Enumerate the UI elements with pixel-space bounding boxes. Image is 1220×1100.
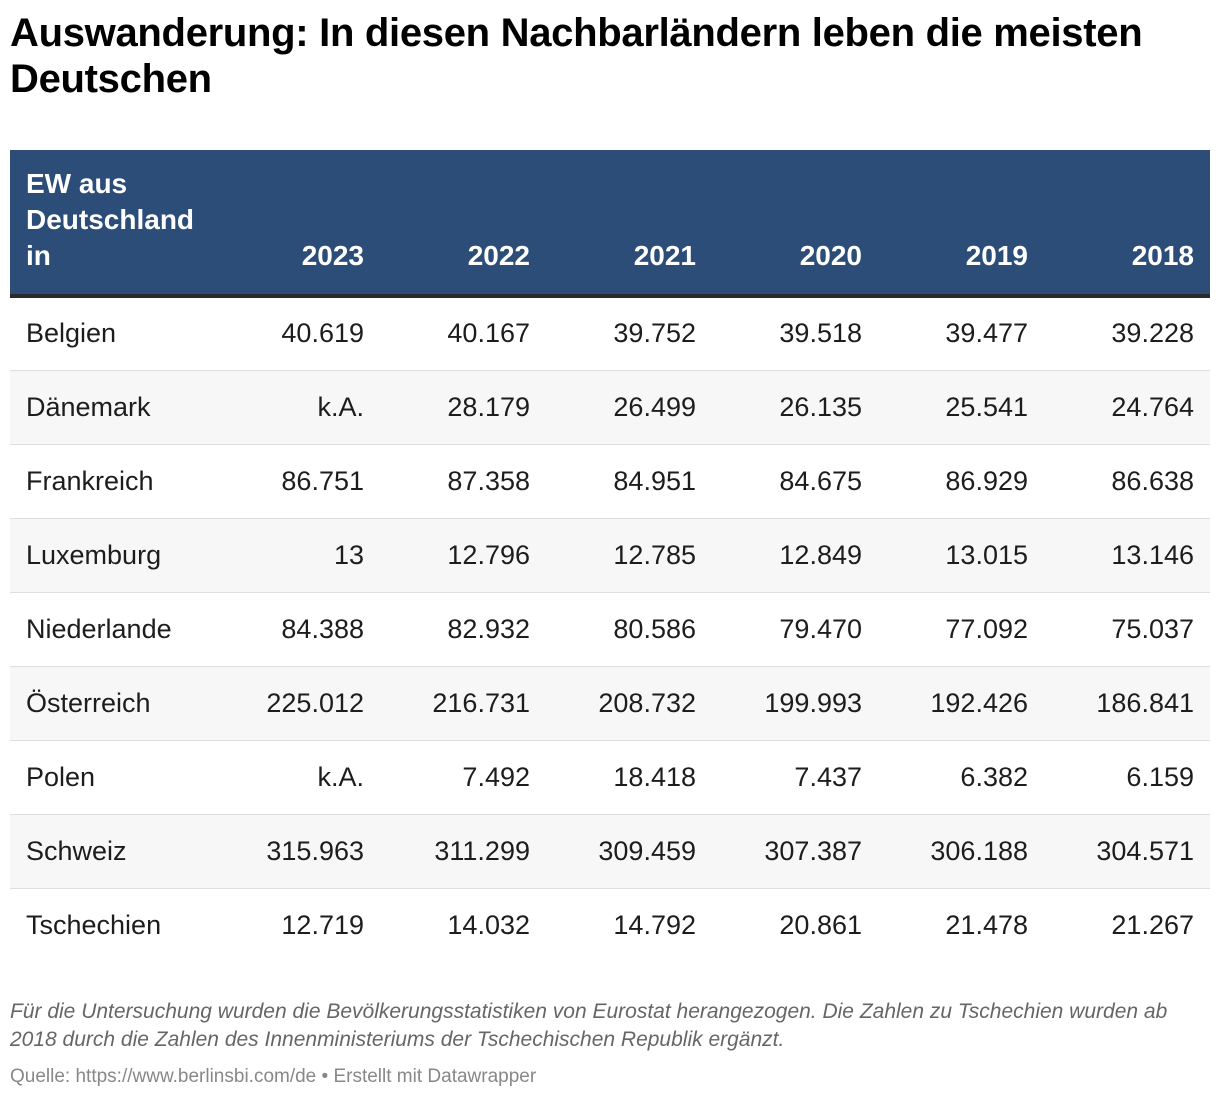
table-row: Niederlande 84.388 82.932 80.586 79.470 77.09… (10, 592, 1210, 667)
value-cell: 208.732 (546, 666, 712, 741)
value-cell: 12.719 (281, 909, 364, 940)
value-cell: 6.382 (878, 740, 1044, 815)
chart-title: Auswanderung: In diesen Nachbarländern l… (10, 11, 1143, 101)
source-line: Quelle: https://www.berlinsbi.com/de • E… (10, 1066, 537, 1087)
value-cell: 26.135 (712, 370, 878, 445)
table-row: Belgien 40.619 40.167 39.752 39.518 39.477 39.… (10, 296, 1210, 371)
value-cell: 307.387 (712, 814, 878, 889)
value-cell: 18.418 (546, 740, 712, 815)
header-row: EW aus Deutschland in 2023 2022 2021 2020 201… (10, 150, 1210, 298)
column-header-year: 2022 (380, 150, 546, 298)
value-cell: 12.849 (712, 518, 878, 593)
value-cell: 6.159 (1044, 740, 1210, 815)
country-cell: Niederlande (10, 592, 215, 667)
value-cell: 21.267 (1111, 909, 1194, 940)
column-header-year: 2018 (1044, 150, 1210, 298)
value-cell: 40.619 (215, 296, 380, 371)
value-cell: 84.951 (546, 444, 712, 519)
value-cell: 309.459 (546, 814, 712, 889)
country-cell: Luxemburg (10, 518, 215, 593)
value-cell: 199.993 (712, 666, 878, 741)
footnote: Für die Untersuchung wurden die Bevölker… (10, 1000, 1168, 1051)
value-cell: 39.228 (1044, 296, 1210, 371)
value-cell: 86.929 (878, 444, 1044, 519)
value-cell: 304.571 (1044, 814, 1210, 889)
value-cell: 86.638 (1044, 444, 1210, 519)
column-header-year: 2021 (546, 150, 712, 298)
table-row: Polen k.A. 7.492 18.418 7.437 6.382 6.159 (10, 740, 1210, 815)
value-cell: 26.499 (546, 370, 712, 445)
country-cell: Tschechien (26, 909, 162, 940)
value-cell: 39.518 (712, 296, 878, 371)
country-cell: Polen (10, 740, 215, 815)
table-row: Tschechien 12.719 14.032 14.792 20.861 21.478… (10, 888, 1210, 962)
country-cell: Frankreich (10, 444, 215, 519)
table-row: Dänemark k.A. 28.179 26.499 26.135 25.541 24.7… (10, 370, 1210, 445)
table-body: Belgien 40.619 40.167 39.752 39.518 39.477 39.… (10, 296, 1210, 962)
table-row: Österreich 225.012 216.731 208.732 199.993 19… (10, 666, 1210, 741)
value-cell: 40.167 (380, 296, 546, 371)
value-cell: 14.792 (613, 909, 696, 940)
value-cell: 315.963 (215, 814, 380, 889)
value-cell: 28.179 (380, 370, 546, 445)
value-cell: 21.478 (945, 909, 1028, 940)
value-cell: 192.426 (878, 666, 1044, 741)
country-cell: Belgien (10, 296, 215, 371)
value-cell: 84.388 (215, 592, 380, 667)
value-cell: 80.586 (546, 592, 712, 667)
value-cell: 39.752 (546, 296, 712, 371)
table-header: EW aus Deutschland in 2023 2022 2021 2020 201… (10, 150, 1210, 298)
value-cell: 75.037 (1044, 592, 1210, 667)
value-cell: 12.785 (546, 518, 712, 593)
value-cell: 39.477 (878, 296, 1044, 371)
column-header-country: EW aus Deutschland in (10, 150, 215, 298)
column-header-year: 2019 (878, 150, 1044, 298)
table-row: Schweiz 315.963 311.299 309.459 307.387 306.1… (10, 814, 1210, 889)
value-cell: 12.796 (380, 518, 546, 593)
value-cell: 24.764 (1044, 370, 1210, 445)
country-cell: Österreich (10, 666, 215, 741)
value-cell: k.A. (215, 740, 380, 815)
value-cell: 225.012 (215, 666, 380, 741)
value-cell: 216.731 (380, 666, 546, 741)
value-cell: 311.299 (380, 814, 546, 889)
value-cell: k.A. (215, 370, 380, 445)
value-cell: 87.358 (380, 444, 546, 519)
country-cell: Schweiz (10, 814, 215, 889)
country-cell: Dänemark (10, 370, 215, 445)
column-header-year: 2023 (215, 150, 380, 298)
value-cell: 84.675 (712, 444, 878, 519)
data-table: EW aus Deutschland in 2023 2022 2021 2020 201… (10, 150, 1210, 962)
value-cell: 79.470 (712, 592, 878, 667)
value-cell: 13 (215, 518, 380, 593)
value-cell: 77.092 (878, 592, 1044, 667)
column-header-year: 2020 (712, 150, 878, 298)
value-cell: 13.015 (878, 518, 1044, 593)
value-cell: 86.751 (215, 444, 380, 519)
value-cell: 7.492 (380, 740, 546, 815)
value-cell: 186.841 (1044, 666, 1210, 741)
value-cell: 7.437 (712, 740, 878, 815)
value-cell: 14.032 (447, 909, 530, 940)
table-row: Frankreich 86.751 87.358 84.951 84.675 86.929… (10, 444, 1210, 519)
value-cell: 13.146 (1044, 518, 1210, 593)
table-row: Luxemburg 13 12.796 12.785 12.849 13.015 13.14… (10, 518, 1210, 593)
value-cell: 20.861 (779, 909, 862, 940)
value-cell: 306.188 (878, 814, 1044, 889)
value-cell: 25.541 (878, 370, 1044, 445)
value-cell: 82.932 (380, 592, 546, 667)
